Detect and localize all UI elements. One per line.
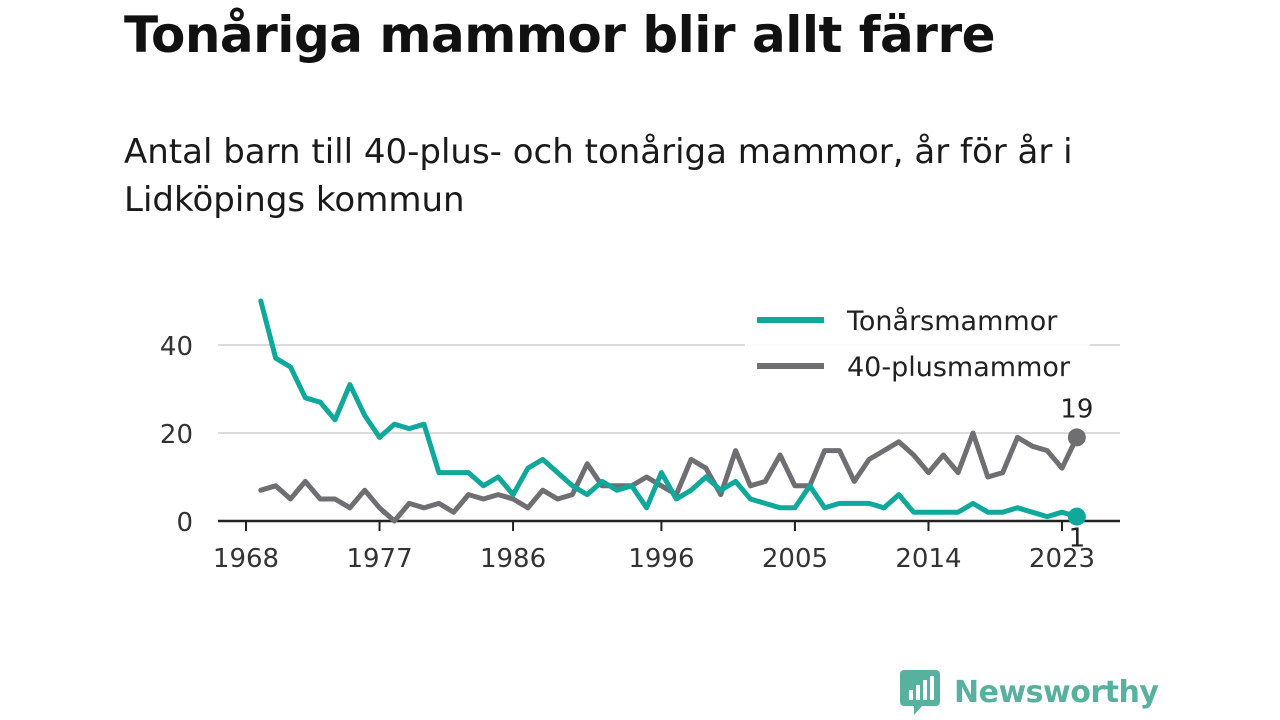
y-tick-label: 20 [160,420,193,450]
legend-label: 40-plusmammor [847,352,1071,383]
chart-title: Tonåriga mammor blir allt färre [124,6,996,64]
brand-name: Newsworthy [954,674,1159,710]
x-tick-label: 2005 [762,544,828,574]
chart-subtitle: Antal barn till 40-plus- och tonåriga ma… [124,132,1073,220]
x-tick-label: 2023 [1029,544,1095,574]
end-marker [1067,507,1086,526]
brand[interactable]: Newsworthy [900,668,1159,716]
x-tick-label: 1986 [480,544,546,574]
x-tick-label: 1977 [346,544,412,574]
series-line [258,430,1080,524]
x-tick-label: 1968 [213,544,279,574]
end-value-label: 1 [1069,524,1086,554]
legend-background [745,296,1090,386]
series-line [258,298,1080,520]
end-value-label: 19 [1060,394,1093,424]
y-tick-label: 40 [160,332,193,362]
end-marker [1067,428,1086,447]
x-tick-label: 2014 [895,544,961,574]
legend-label: Tonårsmammor [846,306,1058,337]
newsworthy-logo-icon [900,670,940,715]
y-tick-label: 0 [176,508,193,538]
x-tick-label: 1996 [628,544,694,574]
